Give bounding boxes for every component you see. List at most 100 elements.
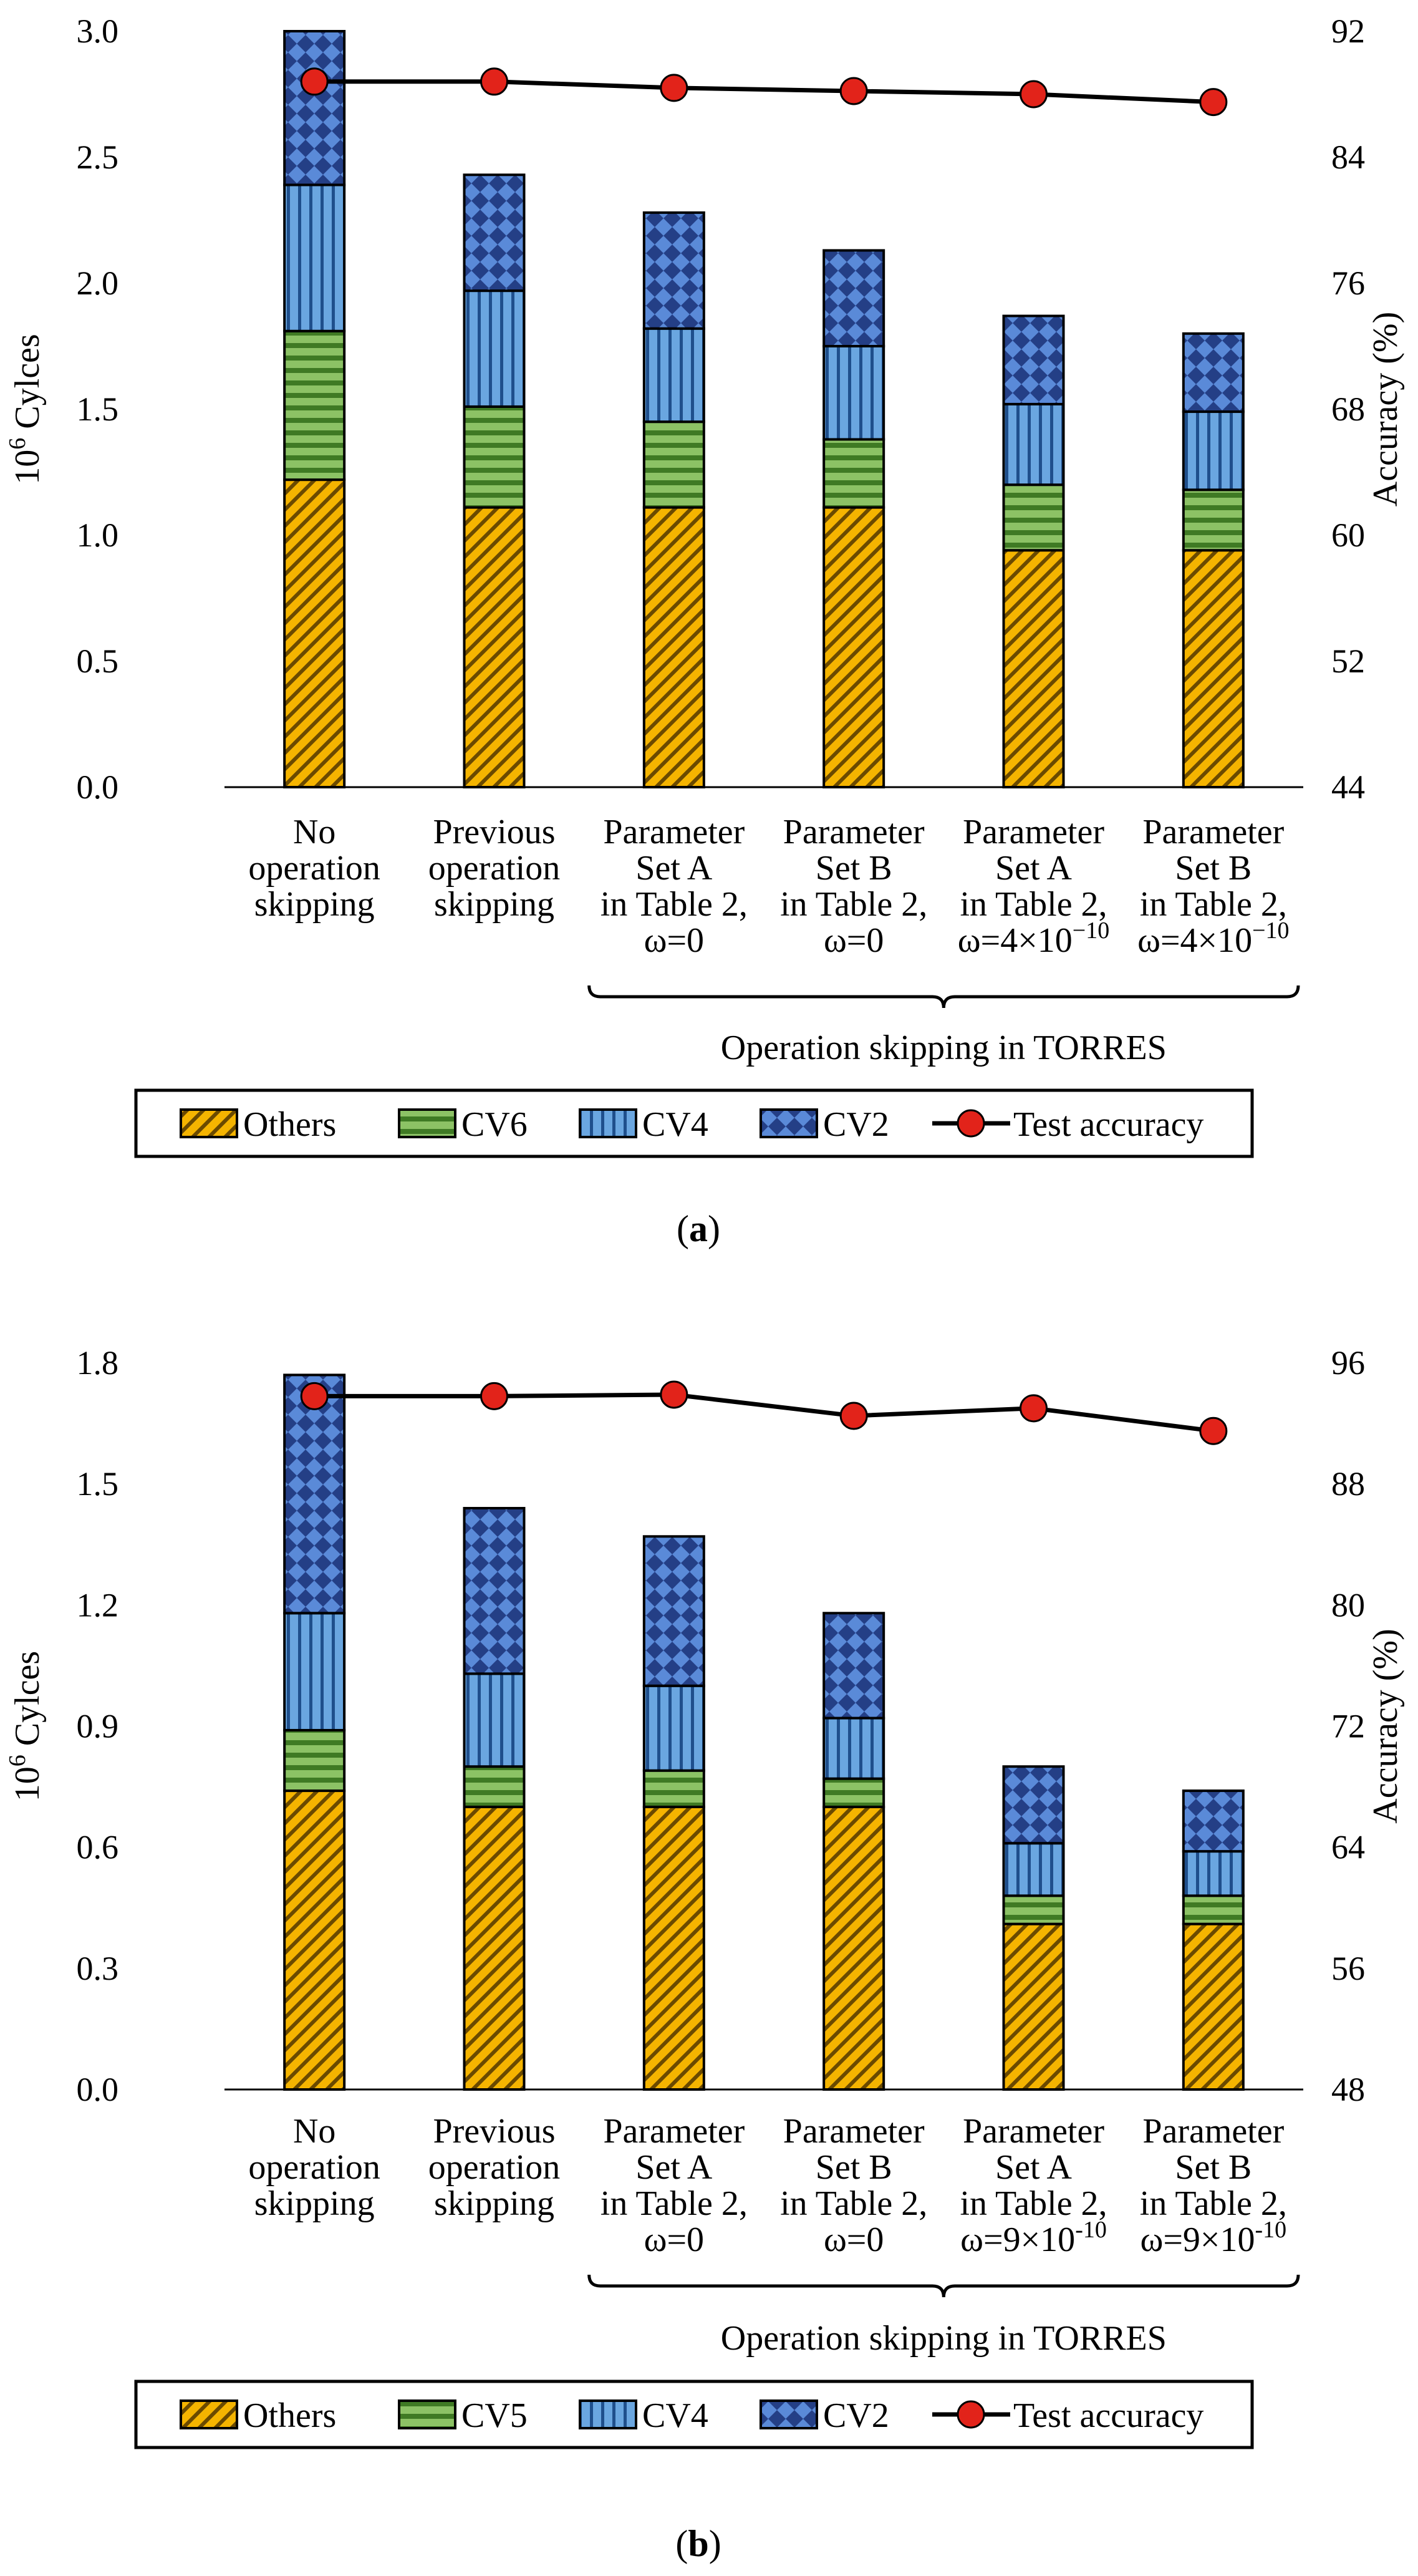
- y2-tick-label: 76: [1331, 264, 1365, 302]
- legend-swatch-others: [180, 2399, 238, 2429]
- accuracy-point: [300, 1382, 329, 1410]
- bar-cv4-3: [822, 345, 885, 441]
- panel-label: (a): [677, 1208, 720, 1249]
- bar-cv2-3: [822, 1612, 885, 1720]
- legend-label: CV4: [642, 2396, 708, 2435]
- y-tick-label: 0.0: [77, 768, 119, 806]
- category-label-line: ω=4×10−10: [958, 918, 1109, 960]
- accuracy-point: [1020, 80, 1048, 109]
- y-tick-label: 1.0: [77, 516, 119, 554]
- category-label-line: ω=0: [824, 2220, 884, 2259]
- bar-others-5: [1182, 549, 1245, 788]
- panel-label: (b): [675, 2523, 721, 2564]
- category-label-line: Set A: [635, 849, 712, 888]
- category-label-line: Parameter: [1142, 813, 1284, 851]
- legend-label: Others: [243, 1105, 336, 1144]
- category-label-line: Parameter: [603, 813, 745, 851]
- bar-cv2-5: [1182, 332, 1245, 414]
- bar-cv2-3: [822, 249, 885, 348]
- bar-others-2: [642, 506, 705, 788]
- legend: Others CV5 CV4 CV2 Test accuracy: [134, 2380, 1254, 2449]
- group-label: Operation skipping in TORRES: [721, 1029, 1167, 1067]
- accuracy-point: [1199, 1416, 1228, 1445]
- bar-cv6-2: [642, 420, 705, 509]
- bar-cv6-1: [463, 405, 526, 509]
- category-label-line: skipping: [254, 2184, 375, 2223]
- y-tick-label: 0.6: [77, 1829, 119, 1866]
- bar-cv4-4: [1002, 1842, 1065, 1897]
- legend-swatch-cv6: [398, 1108, 456, 1138]
- bar-cv5-4: [1002, 1894, 1065, 1925]
- group-brace: [587, 985, 1300, 1009]
- bar-others-0: [283, 1789, 346, 2091]
- accuracy-point: [480, 1382, 508, 1410]
- y2-tick-label: 44: [1331, 768, 1365, 806]
- y-tick-label: 3.0: [77, 12, 119, 50]
- y-tick-label: 2.0: [77, 264, 119, 302]
- category-label-line: operation: [248, 2148, 380, 2187]
- y2-tick-label: 80: [1331, 1586, 1365, 1624]
- y2-tick-label: 92: [1331, 12, 1365, 50]
- bar-cv2-0: [283, 1373, 346, 1615]
- bar-others-5: [1182, 1922, 1245, 2091]
- category-label-line: Set B: [1175, 2148, 1252, 2187]
- bar-cv2-5: [1182, 1789, 1245, 1853]
- y-tick-label: 2.5: [77, 138, 119, 176]
- y-tick-label: 0.3: [77, 1950, 119, 1987]
- y-tick-label: 1.8: [77, 1344, 119, 1382]
- accuracy-line: [314, 1392, 1214, 1433]
- category-label-line: Parameter: [783, 813, 925, 851]
- category-label-line: No: [293, 813, 335, 851]
- y-axis-label: 106 Cylces: [4, 1651, 47, 1801]
- category-label-line: ω=0: [824, 921, 884, 960]
- y2-tick-label: 60: [1331, 516, 1365, 554]
- y-tick-label: 0.0: [77, 2071, 119, 2108]
- bar-others-4: [1002, 1922, 1065, 2091]
- category-label-line: ω=9×10-10: [1140, 2217, 1286, 2259]
- y-tick-label: 1.2: [77, 1586, 119, 1624]
- y-axis-label: 106 Cylces: [4, 334, 47, 484]
- bar-cv4-0: [283, 183, 346, 332]
- legend-box: [134, 2380, 1254, 2449]
- bar-others-0: [283, 478, 346, 788]
- legend-swatch-cv4: [579, 1108, 637, 1138]
- category-label-line: Parameter: [603, 2112, 745, 2151]
- y2-tick-label: 68: [1331, 390, 1365, 428]
- group-label: Operation skipping in TORRES: [721, 2319, 1167, 2358]
- accuracy-point: [839, 1402, 868, 1430]
- category-label-line: ω=0: [644, 2220, 704, 2259]
- group-brace: [587, 2274, 1300, 2298]
- legend-swatch-cv2: [760, 1108, 818, 1138]
- bar-cv4-2: [642, 327, 705, 424]
- category-label-line: Set B: [816, 2148, 892, 2187]
- bar-cv2-1: [463, 1507, 526, 1675]
- category-label-line: skipping: [254, 885, 375, 924]
- accuracy-point: [660, 1380, 688, 1409]
- y2-tick-label: 52: [1331, 642, 1365, 680]
- category-label-line: Set A: [635, 2148, 712, 2187]
- category-label-line: Set A: [995, 2148, 1072, 2187]
- y2-tick-label: 72: [1331, 1708, 1365, 1745]
- y2-tick-label: 56: [1331, 1950, 1365, 1987]
- bar-others-2: [642, 1805, 705, 2091]
- category-label-line: Parameter: [963, 813, 1104, 851]
- bar-cv4-4: [1002, 402, 1065, 487]
- y-tick-label: 1.5: [77, 390, 119, 428]
- legend-swatch-cv4: [579, 2399, 637, 2429]
- legend-label: Test accuracy: [1013, 2396, 1203, 2435]
- y2-tick-label: 88: [1331, 1465, 1365, 1503]
- category-label-line: ω=4×10−10: [1137, 918, 1289, 960]
- bar-cv6-0: [283, 329, 346, 482]
- category-label-line: operation: [428, 849, 560, 888]
- legend-swatch-others: [180, 1108, 238, 1138]
- legend-swatch-cv5: [398, 2399, 456, 2429]
- legend-label: CV2: [823, 2396, 889, 2435]
- y-tick-label: 0.5: [77, 642, 119, 680]
- category-label-line: ω=0: [644, 921, 704, 960]
- category-label-line: Previous: [433, 2112, 556, 2151]
- category-label-line: skipping: [434, 885, 554, 924]
- bar-cv4-2: [642, 1684, 705, 1772]
- bar-cv2-4: [1002, 1765, 1065, 1845]
- bar-others-4: [1002, 549, 1065, 788]
- legend-label: CV5: [461, 2396, 528, 2435]
